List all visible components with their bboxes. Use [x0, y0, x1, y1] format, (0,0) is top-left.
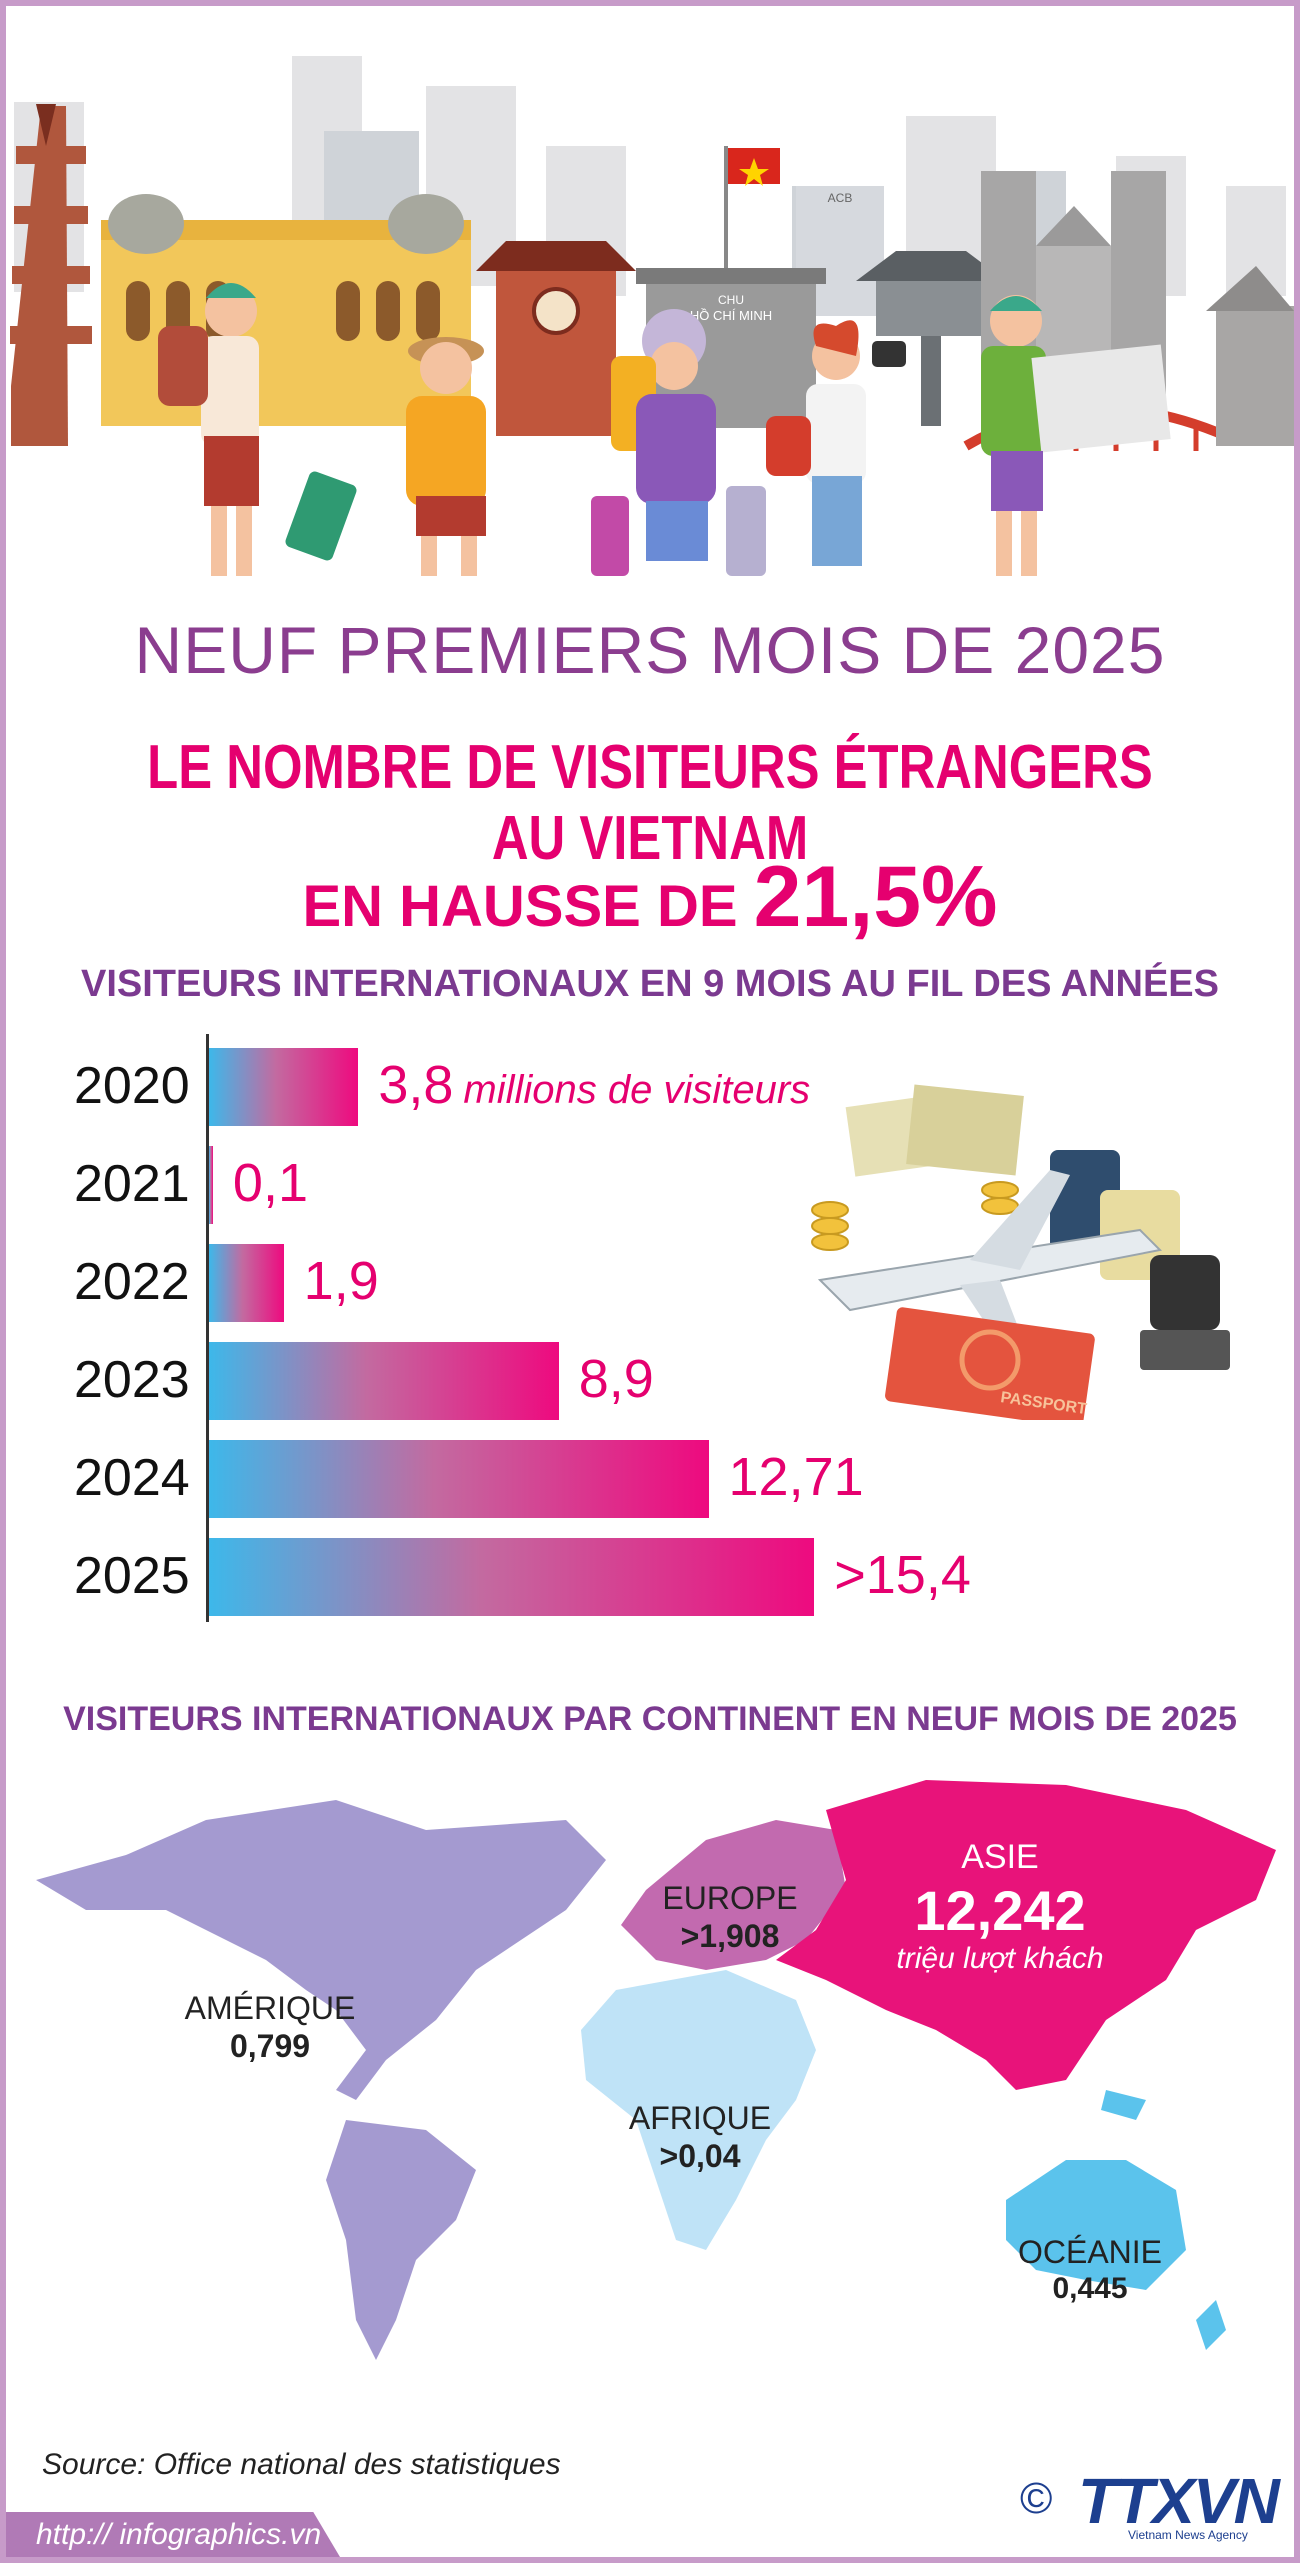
ttxvn-logo: TTXVN [1078, 2465, 1280, 2537]
map-title: VISITEURS INTERNATIONAUX PAR CONTINENT E… [63, 1700, 1237, 1738]
headline: LE NOMBRE DE VISITEURS ÉTRANGERS AU VIET… [147, 733, 1153, 873]
bar-chart-axis [206, 1034, 209, 1622]
year-label-2020: 2020 [74, 1057, 190, 1115]
footer-band [6, 2512, 340, 2557]
year-label-2023: 2023 [74, 1351, 190, 1409]
footer-url[interactable]: http:// infographics.vn [36, 2518, 322, 2551]
continent-sub-asie: triệu lượt khách [896, 1942, 1104, 1975]
continent-name-amerique: AMÉRIQUE [184, 1990, 356, 2026]
traveller-3 [591, 309, 766, 576]
bar-2020 [209, 1048, 359, 1126]
acb-sign: ACB [828, 191, 853, 205]
hero-illustration: ACB CHU HỒ CHÍ MINH [10, 56, 1294, 576]
travel-illustration: PASSPORT [811, 1084, 1230, 1420]
bar-2025 [209, 1538, 815, 1616]
bar-chart-title: VISITEURS INTERNATIONAUX EN 9 MOIS AU FI… [80, 963, 1219, 1005]
map-region-america [36, 1800, 606, 2360]
mausoleum-sign: HỒ CHÍ MINH [690, 308, 772, 323]
bar-2022 [209, 1244, 284, 1322]
source-note: Source: Office national des statistiques [42, 2448, 561, 2481]
continent-name-europe: EUROPE [662, 1880, 798, 1916]
year-label-2025: 2025 [74, 1547, 190, 1605]
ttxvn-logo-sub: Vietnam News Agency [1128, 2528, 1248, 2542]
year-label-2022: 2022 [74, 1253, 190, 1311]
map-region-africa [581, 1970, 816, 2250]
year-label-2021: 2021 [74, 1155, 190, 1213]
bar-value-2025: >15,4 [834, 1545, 971, 1605]
headline-growth-value: 21,5% [753, 849, 998, 945]
bar-value-2021: 0,1 [232, 1153, 308, 1213]
map-region-europe [621, 1820, 846, 1970]
bar-unit-label: millions de visiteurs [463, 1068, 811, 1112]
mausoleum-sign-small: CHU [718, 293, 744, 307]
bar-value-2022: 1,9 [303, 1251, 379, 1311]
continent-name-asie: ASIE [961, 1838, 1039, 1876]
copyright-icon: © [1020, 2474, 1053, 2523]
traveller-2 [285, 337, 486, 576]
headline-growth-prefix: EN HAUSSE DE [302, 874, 738, 939]
continent-value-europe: >1,908 [680, 1918, 780, 1954]
map-region-asia [776, 1780, 1276, 2090]
bar-2024 [209, 1440, 709, 1518]
bar-value-2024: 12,71 [728, 1447, 864, 1507]
world-map [36, 1780, 1276, 2360]
traveller-4 [766, 320, 906, 566]
year-label-2024: 2024 [74, 1449, 190, 1507]
continent-value-oceanie: 0,445 [1052, 2272, 1128, 2305]
continent-name-afrique: AFRIQUE [628, 2100, 772, 2136]
bar-value-2023: 8,9 [578, 1349, 654, 1409]
continent-value-asie: 12,242 [914, 1879, 1086, 1942]
continent-name-oceanie: OCÉANIE [1017, 2234, 1163, 2270]
traveller-1 [158, 283, 259, 576]
traveller-5 [981, 295, 1171, 576]
bar-value-2020: 3,8 millions de visiteurs [378, 1055, 811, 1115]
headline-growth: EN HAUSSE DE 21,5% [0, 848, 1300, 947]
overline-title: NEUF PREMIERS MOIS DE 2025 [134, 613, 1166, 687]
continent-value-afrique: >0,04 [659, 2138, 741, 2174]
bar-2021 [209, 1146, 213, 1224]
map-region-oceania [1006, 2090, 1226, 2350]
continent-value-amerique: 0,799 [229, 2028, 311, 2064]
bar-2023 [209, 1342, 559, 1420]
